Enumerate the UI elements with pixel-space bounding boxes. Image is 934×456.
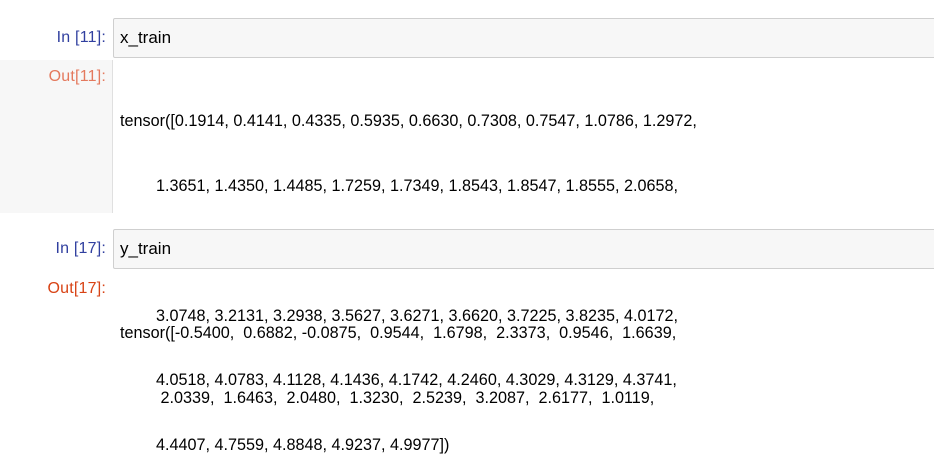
output-line: tensor([0.1914, 0.4141, 0.4335, 0.5935, … bbox=[120, 112, 697, 131]
code-text: y_train bbox=[120, 239, 172, 258]
input-cell-17[interactable]: In [17]: y_train bbox=[0, 229, 934, 269]
output-cell-17: Out[17]: tensor([-0.5400, 0.6882, -0.087… bbox=[0, 272, 934, 456]
output-prompt-area[interactable] bbox=[0, 60, 113, 213]
in-prompt: In [11]: bbox=[56, 29, 106, 46]
code-text: x_train bbox=[120, 28, 172, 47]
output-line: tensor([-0.5400, 0.6882, -0.0875, 0.9544… bbox=[120, 324, 677, 343]
output-cell-11: Out[11]: tensor([0.1914, 0.4141, 0.4335,… bbox=[0, 60, 934, 454]
in-prompt: In [17]: bbox=[55, 240, 106, 257]
output-line: 3.0748, 3.2131, 3.2938, 3.5627, 3.6271, … bbox=[120, 306, 679, 325]
out-prompt: Out[11]: bbox=[48, 68, 106, 85]
output-line: 4.4407, 4.7559, 4.8848, 4.9237, 4.9977]) bbox=[120, 436, 450, 455]
output-text: tensor([-0.5400, 0.6882, -0.0875, 0.9544… bbox=[120, 280, 676, 456]
output-line: 2.8384, 2.8776, 1.8927, 2.5706, 2.2724, … bbox=[120, 453, 676, 456]
output-line: 2.0339, 1.6463, 2.0480, 1.3230, 2.5239, … bbox=[120, 388, 655, 407]
out-prompt: Out[17]: bbox=[47, 280, 106, 297]
output-line: 1.3651, 1.4350, 1.4485, 1.7259, 1.7349, … bbox=[120, 176, 679, 195]
code-editor[interactable]: x_train bbox=[113, 18, 934, 58]
code-editor[interactable]: y_train bbox=[113, 229, 934, 269]
input-cell-11[interactable]: In [11]: x_train bbox=[0, 18, 934, 58]
output-line: 4.0518, 4.0783, 4.1128, 4.1436, 4.1742, … bbox=[120, 371, 677, 390]
